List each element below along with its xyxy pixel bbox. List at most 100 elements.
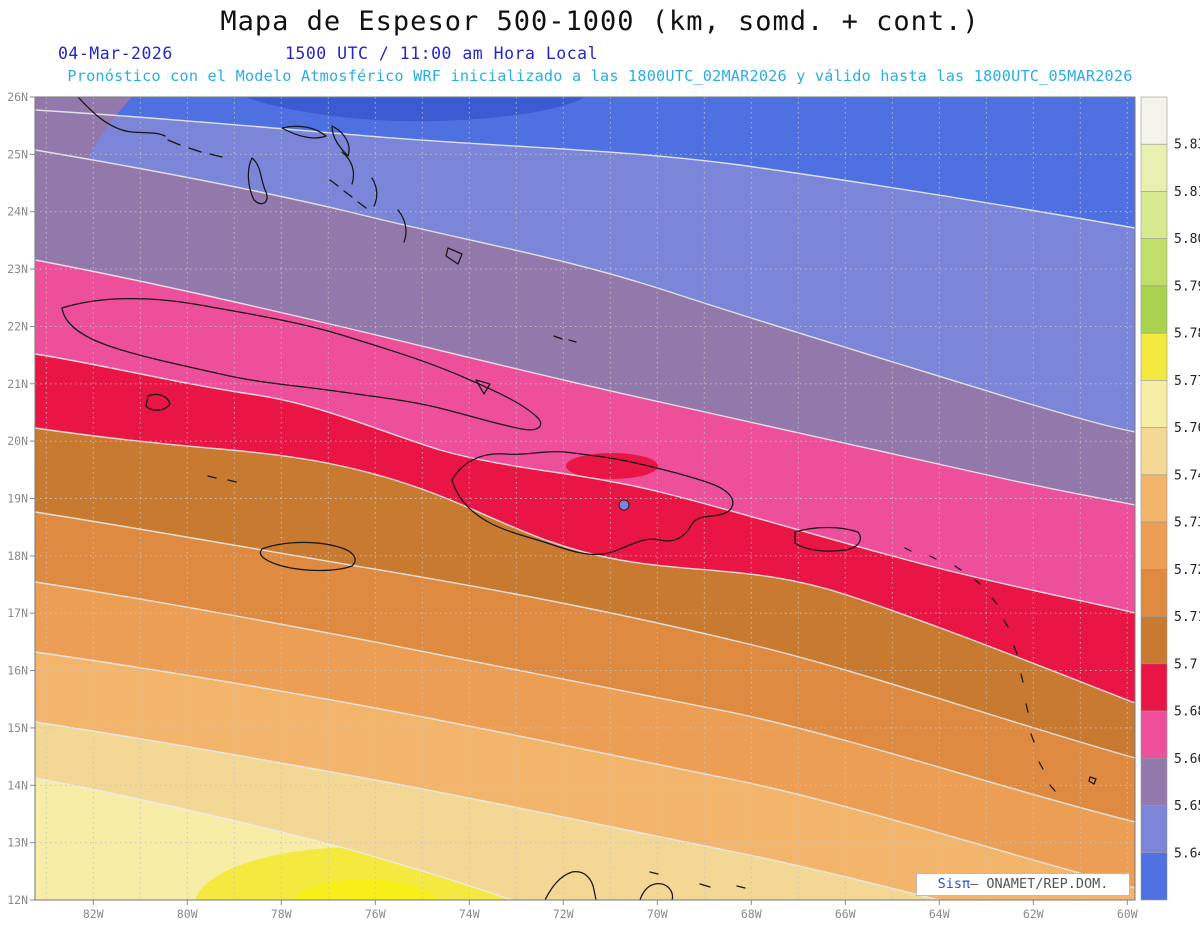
lat-label: 26N xyxy=(7,90,28,104)
coastline-long-island xyxy=(397,209,407,243)
coastline-hispaniola xyxy=(451,450,734,556)
lon-label: 60W xyxy=(1117,907,1138,921)
colorbar-label: 5.652 xyxy=(1174,799,1200,814)
colorbar-label: 5.688 xyxy=(1174,705,1200,720)
coastline-great-inagua xyxy=(475,379,491,395)
colorbar-label: 5.7 xyxy=(1174,657,1197,672)
lake-enriquillo xyxy=(618,499,630,511)
band-fill-mauve-wedge xyxy=(35,97,132,262)
lat-label: 12N xyxy=(7,893,28,907)
colorbar-label: 5.748 xyxy=(1174,468,1200,483)
colorbar-group: 5.831 5.819 5.807 5.795 5.783 5.772 5.76 5.748 5… xyxy=(1140,96,1200,901)
coastline-lesser-antilles xyxy=(904,547,1056,792)
colorbar-segment xyxy=(1140,474,1168,523)
contour-lines-group xyxy=(35,109,1135,900)
colorbar-segment xyxy=(1140,569,1168,617)
colorbar-segment xyxy=(1140,238,1168,287)
lon-label: 70W xyxy=(647,907,668,921)
lon-label: 74W xyxy=(459,907,480,921)
colorbar-label: 5.664 xyxy=(1174,752,1200,767)
attribution-text: – ONAMET/REP.DOM. xyxy=(970,876,1109,892)
colorbar-segment xyxy=(1140,805,1168,854)
lon-label: 82W xyxy=(83,907,104,921)
colorbar-label: 5.831 xyxy=(1174,138,1200,153)
lat-label: 14N xyxy=(7,778,28,792)
colorbar-label: 5.772 xyxy=(1174,374,1200,389)
colorbar-segment xyxy=(1140,616,1168,665)
colorbar-label: 5.783 xyxy=(1174,327,1200,342)
coastline-grand-bahama xyxy=(281,125,327,139)
axis-labels-group: 26N 25N 24N 23N 22N 21N 20N 19N 18N 17N 16N 15N 14N 1… xyxy=(7,90,1138,921)
colorbar-label: 5.64 xyxy=(1174,846,1200,861)
contour-line xyxy=(35,651,1135,889)
coastline-jamaica xyxy=(259,541,356,572)
lat-label: 16N xyxy=(7,664,28,678)
colorbar-segment xyxy=(1140,663,1168,712)
forecast-line: Pronóstico con el Modelo Atmosférico WRF… xyxy=(67,67,1133,85)
coastline-eleuthera xyxy=(341,151,355,185)
colorbar-label: 5.736 xyxy=(1174,516,1200,531)
lat-label: 24N xyxy=(7,205,28,219)
band-fill-yellow-core xyxy=(290,879,440,900)
lat-label: 20N xyxy=(7,434,28,448)
colorbar-segment xyxy=(1140,143,1168,192)
page-title: Mapa de Espesor 500-1000 (km, somd. + co… xyxy=(220,6,980,37)
lon-label: 64W xyxy=(929,907,950,921)
coastline-cat-island xyxy=(371,177,378,207)
attribution-box: Sisπ– ONAMET/REP.DOM. xyxy=(916,873,1130,896)
contour-bands-group xyxy=(35,97,1135,900)
coastline-puerto-rico xyxy=(794,526,861,552)
coastline-abc-islands xyxy=(649,871,746,889)
contour-line xyxy=(35,581,1135,823)
lat-label: 19N xyxy=(7,492,28,506)
lat-label: 18N xyxy=(7,549,28,563)
band-fill xyxy=(35,97,1135,228)
lat-label: 23N xyxy=(7,262,28,276)
lat-label: 13N xyxy=(7,836,28,850)
colorbar-segment xyxy=(1140,757,1168,806)
contour-line xyxy=(35,721,942,900)
grid-group xyxy=(35,97,1135,900)
colorbar-label: 5.724 xyxy=(1174,563,1200,578)
coastline-exuma-cays xyxy=(329,179,367,209)
coastline-turks-caicos xyxy=(553,335,577,343)
contour-line xyxy=(35,353,1135,614)
coastline-florida xyxy=(77,97,166,137)
colorbar-label: 5.795 xyxy=(1174,279,1200,294)
colorbar-segment xyxy=(1140,521,1168,570)
band-fill-red-pocket xyxy=(566,453,658,479)
date-label: 04-Mar-2026 xyxy=(58,44,173,63)
lon-label: 62W xyxy=(1023,907,1044,921)
colorbar-segment xyxy=(1140,191,1168,240)
coastline-florida-keys xyxy=(167,139,223,158)
contour-line xyxy=(35,149,1135,433)
coastline-andros xyxy=(247,157,268,205)
coastline-barbados xyxy=(1088,776,1097,785)
lon-label: 80W xyxy=(177,907,198,921)
colorbar-segment xyxy=(1140,852,1168,901)
attribution-brand: Sisπ xyxy=(937,876,971,892)
contour-line xyxy=(35,427,1135,704)
map-border xyxy=(34,96,1136,901)
coastline-paraguana-peninsula xyxy=(639,882,674,900)
colorbar-label: 5.712 xyxy=(1174,610,1200,625)
lon-label: 68W xyxy=(741,907,762,921)
coastline-crooked-island xyxy=(445,247,463,265)
band-fill-deep-blue xyxy=(245,97,585,122)
lon-label: 76W xyxy=(365,907,386,921)
colorbar-segment xyxy=(1140,96,1168,145)
colorbar-label: 5.819 xyxy=(1174,185,1200,200)
colorbar-segment xyxy=(1140,285,1168,334)
colorbar-segment xyxy=(1140,427,1168,476)
lat-label: 22N xyxy=(7,319,28,333)
contour-line xyxy=(35,109,1135,229)
coastline-guajira-peninsula xyxy=(544,871,597,900)
colorbar-label: 5.807 xyxy=(1174,232,1200,247)
lat-label: 17N xyxy=(7,606,28,620)
lat-label: 15N xyxy=(7,721,28,735)
colorbar-segment xyxy=(1140,710,1168,759)
colorbar-label: 5.76 xyxy=(1174,421,1200,436)
coastlines-group xyxy=(61,97,1097,900)
